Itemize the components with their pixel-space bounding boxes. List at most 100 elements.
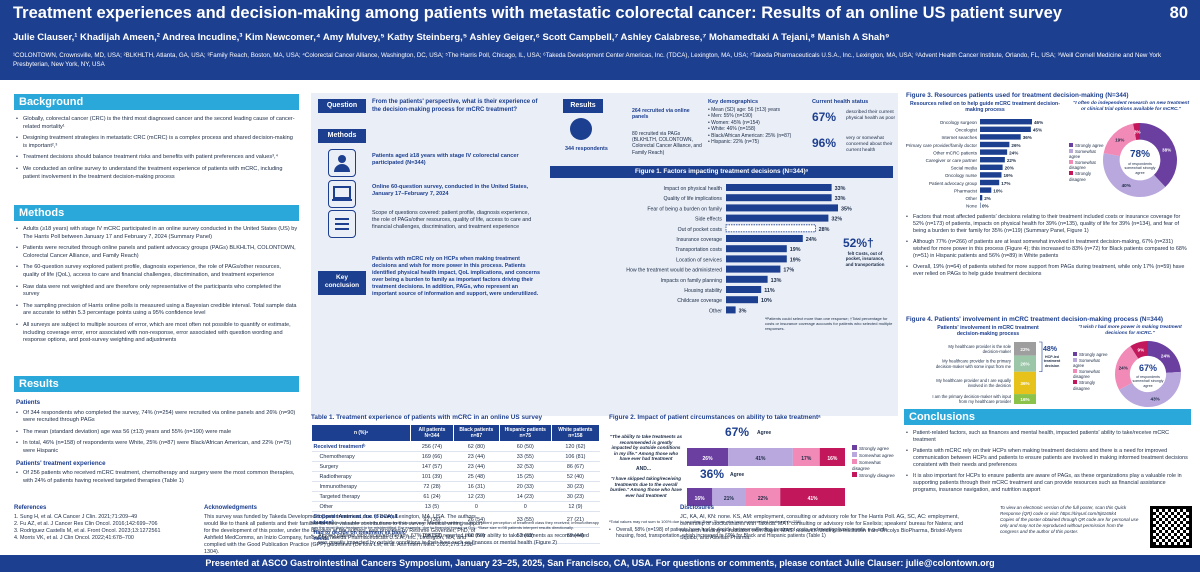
methods-bullet-2: The 60-question survey explored patient … <box>16 264 298 279</box>
table1-cell: 101 (39) <box>410 471 454 482</box>
fig3-donut-slice-label: 38% <box>1162 147 1171 152</box>
fig3-bar <box>980 134 1021 140</box>
table1-cell: 26 (54) <box>453 511 500 528</box>
fig4-donut-legend-item: Strongly disagree <box>1073 379 1096 391</box>
fig4-segment <box>1014 355 1036 372</box>
fig1-bar <box>725 224 816 233</box>
table1-cell: 16 (31) <box>453 481 500 492</box>
fig3-category-label: Caregiver or care partner <box>926 158 978 163</box>
fig1-category-label: Impacts on family planning <box>661 278 723 284</box>
figure1-chart: Impact on physical health 33% Quality of l… <box>626 184 852 314</box>
reference-2: 3. Rodriguez Castells M, et al. Front On… <box>14 528 161 534</box>
fig4-donut-slice <box>1119 371 1181 407</box>
table1-cell: Other <box>311 501 411 512</box>
table1-cell: 61 (24) <box>410 491 454 502</box>
fig3-donut-label: of respondents somewhat/ strongly agree <box>1124 162 1156 175</box>
fig1-value-label: 19% <box>790 257 801 263</box>
fig3-value-label: 26% <box>1011 143 1020 148</box>
table1-bullet: Among patients who received therapy, 67%… <box>311 533 599 551</box>
laptop-icon <box>328 180 356 208</box>
table1-note: ᵃDenominator is the number of survey res… <box>311 520 599 530</box>
poster-header: Treatment experiences and decision-makin… <box>0 0 1200 80</box>
table1-cell: 33 (55) <box>499 511 552 528</box>
fig4-donut-slice <box>1130 341 1148 359</box>
fig3-bar <box>980 202 981 208</box>
fig4-donut-slice-label: 24% <box>1119 366 1128 371</box>
people-icon <box>328 149 356 177</box>
table1-cell: 33 (55) <box>499 451 552 462</box>
table1-title: Table 1. Treatment experience of patient… <box>311 414 543 421</box>
online-panel-count: 264 recruited via online panels <box>632 108 690 121</box>
fig4-subtitle: Patients' involvement in mCRC treatment … <box>937 325 1039 338</box>
question-text: From the patients' perspective, what is … <box>372 99 538 113</box>
fig3-bar <box>980 149 1008 155</box>
conclusion-bullet-1: Patients with mCRC rely on their HCPs wh… <box>906 448 1190 469</box>
experience-subheading: Patients' treatment experience <box>16 459 106 467</box>
figure4-donut: 24% 43% 24% 9% <box>1115 341 1181 407</box>
fig2-bar-segment <box>728 448 793 466</box>
fig3-value-label: 2% <box>984 196 991 201</box>
fig4-donut-legend-item: Strongly agree <box>1073 352 1111 358</box>
fig3-value-label: 22% <box>1007 158 1016 163</box>
figure2-chart: 26% 41% 17% 16% 16% 21% 22% 41% <box>687 448 845 506</box>
fig3-value-label: 24% <box>1009 150 1018 155</box>
fig3-category-label: Other mCRC patients <box>933 150 978 155</box>
demographic-0: • Mean (SD) age: 56 (±13) years <box>708 107 781 113</box>
fig4-bracket-label: HCP-led treatment decision <box>1043 355 1061 368</box>
figure3-title: Figure 3. Resources patients used for tr… <box>906 92 1129 99</box>
table1-cell: Received treatmentᵇ <box>311 441 411 452</box>
table1-cell: 20 (33) <box>499 481 552 492</box>
fig3-donut-slice <box>1133 123 1140 141</box>
table1-cell: 52 (40) <box>551 471 600 482</box>
fig2-pct2: 36% <box>700 467 725 481</box>
disclosures-heading: Disclosures <box>680 505 715 511</box>
fig3-bullet-1: Although 77% (n=266) of patients are at … <box>906 239 1190 260</box>
table1-cell: 15 (25) <box>499 471 552 482</box>
fig2-body: Overall, 58% (n=198) of patients have ha… <box>609 527 901 543</box>
background-heading: Background <box>14 94 299 110</box>
fig1-bar <box>726 275 768 283</box>
fig1-value-label: 33% <box>835 186 846 192</box>
fig1-category-label: Fear of being a burden on family <box>647 206 722 212</box>
table-row: Targeted therapy 61 (24) 12 (23) 14 (23) 30 … <box>311 491 600 502</box>
acknowledgments: Acknowledgments This survey was funded by… <box>204 505 488 556</box>
fig3-category-label: Primary care provider/family doctor <box>906 143 978 148</box>
table1-col-4: White patients n=158 <box>550 424 601 442</box>
author-list: Julie Clauser,¹ Khadijah Ameen,² Andrea … <box>13 32 890 43</box>
fig3-category-label: Patient advocacy group <box>929 181 977 186</box>
table1-cell: 92 (36) <box>410 511 454 528</box>
table1-cell: Radiotherapy <box>311 471 411 482</box>
fig3-donut-slice <box>1103 153 1166 198</box>
fig2-legend: Strongly agree Somewhat agree Somewhat dis… <box>852 445 898 479</box>
methods-scope: Scope of questions covered: patient prof… <box>372 210 532 230</box>
fig1-category-label: Other <box>709 308 722 314</box>
methods-bullet-3: Raw data were not weighted and are there… <box>16 284 298 299</box>
table-row: Received treatmentᵇ 256 (74) 62 (80) 60 (50… <box>311 441 600 452</box>
fig3-donut-slice <box>1140 123 1177 187</box>
qr-code-icon[interactable] <box>1150 506 1192 548</box>
table1-bullet-text: Among patients who received therapy, 67%… <box>311 533 599 547</box>
poster-number: 80 <box>1169 4 1188 22</box>
fig1-value-label: 10% <box>761 298 772 304</box>
fig2-q1: "The ability to take treatments as recom… <box>609 434 683 462</box>
methods-patients: Patients aged ≥18 years with stage IV co… <box>372 153 519 166</box>
fig2-and: AND... <box>636 466 651 472</box>
fig4-donut-slice <box>1115 346 1139 390</box>
fig3-category-label: Oncologist <box>955 128 977 133</box>
background-bullet-2: Treatment decisions should balance treat… <box>16 154 298 162</box>
fig1-bar <box>726 296 758 304</box>
fig1-bar <box>726 194 832 202</box>
patients-bullet-0: Of 344 respondents who completed the sur… <box>16 410 298 425</box>
fig1-bar <box>726 214 829 222</box>
table1-cell: 86 (67) <box>551 461 600 472</box>
fig1-category-label: Side effects <box>695 217 722 223</box>
results-heading: Results <box>14 376 299 392</box>
fig4-category-label: My healthcare provider and I are equally… <box>936 378 1012 388</box>
table-row: Radiotherapy 101 (39) 25 (48) 15 (25) 52 (40… <box>311 471 600 482</box>
fig4-segment <box>1014 394 1036 404</box>
fig1-bar <box>726 255 787 263</box>
fig4-value-label: 22% <box>1020 347 1029 352</box>
fig1-value-label: 11% <box>764 288 775 294</box>
table1-cell: 0 <box>499 501 552 512</box>
fig4-value-label: 26% <box>1020 362 1029 367</box>
